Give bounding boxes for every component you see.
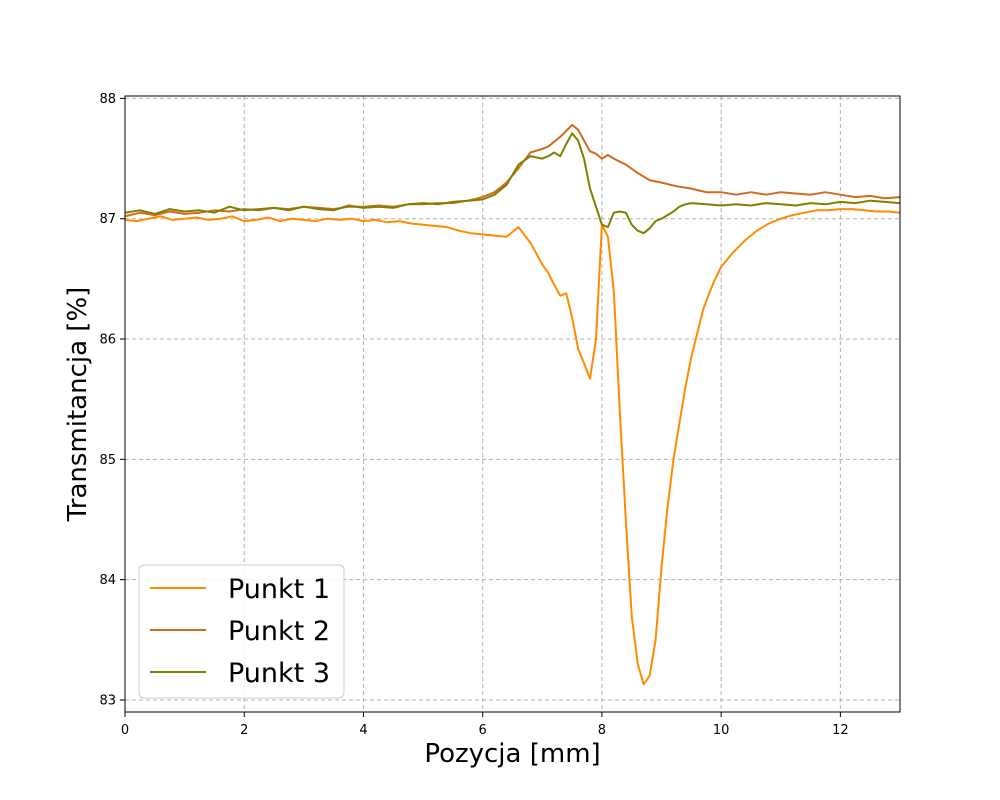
y-tick-label: 87 xyxy=(99,212,116,227)
series-line-punkt-3 xyxy=(124,132,901,235)
plot-frame xyxy=(124,95,901,713)
y-tick-label: 88 xyxy=(99,92,116,107)
x-tick-label: 12 xyxy=(832,723,849,738)
legend-box xyxy=(138,564,345,699)
x-tick-label: 10 xyxy=(713,723,730,738)
legend-label: Punkt 1 xyxy=(228,574,330,605)
legend-label: Punkt 2 xyxy=(228,616,330,647)
series-line-punkt-1 xyxy=(124,208,901,686)
legend-label: Punkt 3 xyxy=(228,658,330,689)
y-tick-label: 83 xyxy=(99,693,116,708)
x-tick-label: 0 xyxy=(121,723,129,738)
series-lines xyxy=(124,123,901,686)
y-tick-label: 85 xyxy=(99,453,116,468)
legend-entries: Punkt 1 Punkt 2 Punkt 3 xyxy=(150,574,330,689)
x-tick-label: 2 xyxy=(240,723,248,738)
y-tick-label: 86 xyxy=(99,333,116,348)
axis-ticks: 0 2 4 6 8 10 12 83 84 85 86 87 88 xyxy=(99,92,848,738)
y-axis-label: Transmitancja [%] xyxy=(63,287,93,523)
x-tick-label: 8 xyxy=(598,723,606,738)
grid xyxy=(124,96,900,712)
y-tick-label: 84 xyxy=(99,573,116,588)
x-axis-label: Pozycja [mm] xyxy=(424,739,600,769)
x-tick-label: 6 xyxy=(479,723,487,738)
x-tick-label: 4 xyxy=(359,723,367,738)
legend: Punkt 1 Punkt 2 Punkt 3 xyxy=(138,564,345,699)
